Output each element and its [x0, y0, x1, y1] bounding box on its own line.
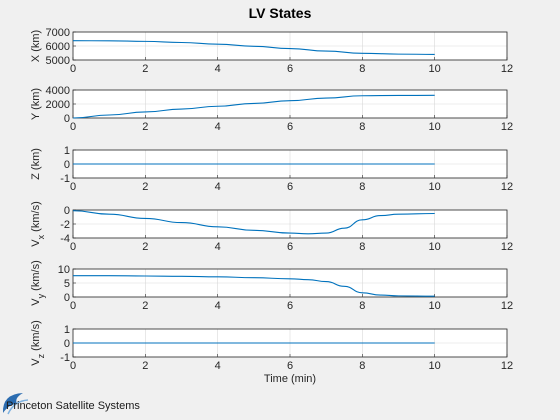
x-tick-label: 12	[501, 121, 513, 133]
x-tick-label: 2	[142, 241, 148, 253]
x-tick-label: 0	[70, 360, 76, 372]
x-tick-label: 12	[501, 360, 513, 372]
x-tick-label: 6	[287, 63, 293, 75]
x-tick-label: 10	[429, 360, 441, 372]
y-tick-label: 5	[64, 278, 70, 290]
y-tick-label: 1	[64, 324, 70, 336]
y-axis-label: Vx (km/s)	[30, 201, 46, 246]
x-tick-label: 10	[429, 121, 441, 133]
x-tick-label: 12	[501, 63, 513, 75]
x-tick-label: 2	[142, 300, 148, 312]
y-tick-label: -1	[60, 173, 70, 185]
y-axis-label: Vz (km/s)	[30, 320, 46, 365]
x-tick-label: 0	[70, 121, 76, 133]
y-tick-label: 4000	[46, 85, 70, 97]
figure-title: LV States	[249, 5, 312, 21]
y-tick-label: 10	[58, 264, 70, 276]
x-tick-label: 6	[287, 121, 293, 133]
footer-company-name: Princeton Satellite Systems	[6, 400, 140, 412]
x-tick-label: 6	[287, 300, 293, 312]
x-tick-label: 4	[215, 241, 221, 253]
x-tick-label: 6	[287, 360, 293, 372]
y-axis-label: Z (km)	[30, 148, 42, 180]
x-tick-label: 2	[142, 121, 148, 133]
x-tick-label: 8	[359, 360, 365, 372]
y-tick-label: 0	[64, 159, 70, 171]
x-tick-label: 8	[359, 121, 365, 133]
x-tick-label: 4	[215, 121, 221, 133]
axes-box	[72, 89, 508, 119]
pss-logo-icon	[2, 393, 29, 415]
x-tick-label: 10	[429, 63, 441, 75]
x-tick-label: 2	[142, 181, 148, 193]
y-axis-label: X (km)	[30, 30, 42, 62]
x-tick-label: 6	[287, 181, 293, 193]
y-axis-label: Vy (km/s)	[30, 260, 46, 305]
x-tick-label: 12	[501, 241, 513, 253]
x-tick-label: 0	[70, 241, 76, 253]
x-tick-label: 8	[359, 300, 365, 312]
y-tick-label: -1	[60, 352, 70, 364]
y-tick-label: 5000	[46, 55, 70, 67]
x-tick-label: 2	[142, 360, 148, 372]
axes-box	[72, 31, 508, 61]
y-tick-label: 1	[64, 145, 70, 157]
subplot-1: 0 2 4 6 8 10 12 5000 6000 7000 X (km)	[30, 27, 513, 75]
y-tick-label: 0	[64, 205, 70, 217]
x-tick-label: 8	[359, 241, 365, 253]
y-tick-label: -2	[60, 219, 70, 231]
y-tick-label: 2000	[46, 99, 70, 111]
x-tick-label: 4	[215, 300, 221, 312]
series-line-1	[72, 275, 435, 297]
x-tick-label: 4	[215, 63, 221, 75]
y-tick-label: 0	[64, 338, 70, 350]
axes-box	[72, 209, 508, 239]
y-tick-label: 0	[64, 113, 70, 125]
x-tick-label: 0	[70, 181, 76, 193]
x-tick-label: 4	[215, 181, 221, 193]
axes-box	[72, 268, 508, 298]
x-tick-label: 2	[142, 63, 148, 75]
series-line-1	[72, 210, 435, 235]
x-tick-label: 8	[359, 63, 365, 75]
x-axis-label: Time (min)	[264, 373, 316, 385]
x-tick-label: 10	[429, 241, 441, 253]
x-tick-label: 0	[70, 63, 76, 75]
x-tick-label: 4	[215, 360, 221, 372]
x-tick-label: 12	[501, 181, 513, 193]
y-axis-label: Y (km)	[30, 88, 42, 120]
x-tick-label: 0	[70, 300, 76, 312]
x-tick-label: 8	[359, 181, 365, 193]
y-tick-label: -4	[60, 233, 70, 245]
x-tick-label: 10	[429, 181, 441, 193]
x-tick-label: 6	[287, 241, 293, 253]
y-tick-label: 7000	[46, 27, 70, 39]
x-tick-label: 12	[501, 300, 513, 312]
y-tick-label: 6000	[46, 41, 70, 53]
series-line-1	[72, 40, 435, 55]
y-tick-label: 0	[64, 292, 70, 304]
x-tick-label: 10	[429, 300, 441, 312]
series-line-1	[72, 94, 435, 119]
